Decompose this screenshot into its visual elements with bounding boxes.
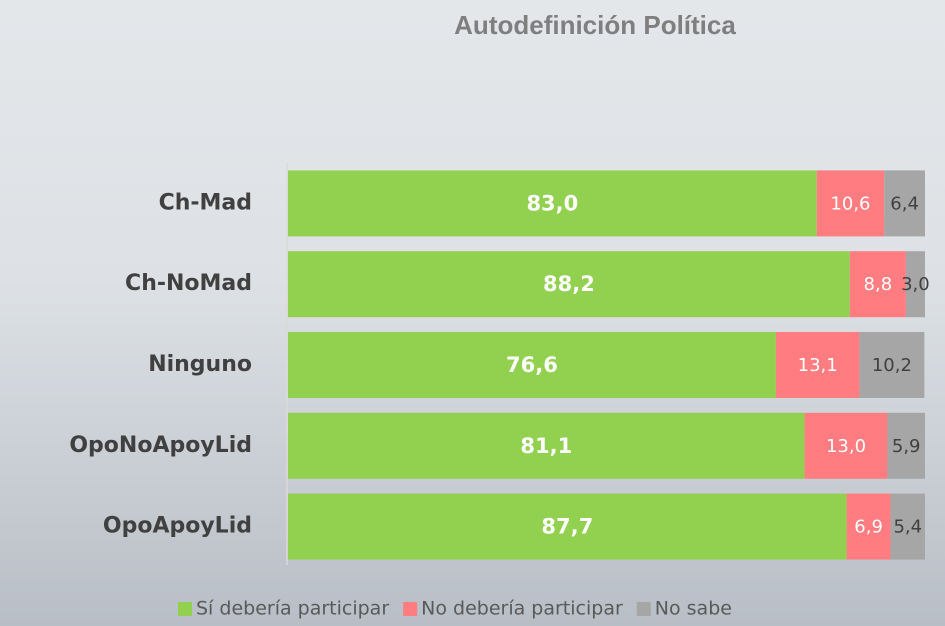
legend-label: No sabe	[655, 598, 732, 620]
data-label: 13,0	[826, 436, 866, 457]
bar-segment	[887, 412, 925, 479]
bar-segment	[288, 251, 850, 318]
bar-segment	[816, 170, 885, 237]
bar-segment	[288, 412, 805, 479]
data-label: 13,1	[798, 355, 838, 376]
y-tick-label: Ninguno	[148, 352, 252, 377]
y-tick-label: OpoNoApoyLid	[69, 433, 252, 458]
data-label: 8,8	[864, 274, 893, 295]
legend-label: No debería participar	[421, 598, 623, 620]
legend-swatch	[403, 602, 418, 616]
data-label: 88,2	[543, 272, 595, 296]
data-label: 10,6	[830, 193, 870, 214]
bar-segment	[849, 251, 906, 318]
data-label: 87,7	[541, 515, 593, 539]
bar-segment	[905, 251, 925, 318]
y-tick-label: Ch-NoMad	[125, 271, 252, 296]
bar-segment	[288, 332, 776, 398]
bar-segment	[846, 493, 891, 560]
y-tick-label: OpoApoyLid	[103, 514, 252, 539]
data-label: 10,2	[872, 355, 912, 376]
data-label: 5,4	[893, 517, 922, 538]
data-label: 83,0	[526, 191, 578, 215]
bar-segment	[890, 493, 925, 560]
bar-segment	[288, 493, 847, 560]
data-label: 6,9	[854, 517, 883, 538]
bar-segment	[884, 170, 925, 237]
data-label: 76,6	[506, 353, 558, 377]
data-label: 81,1	[520, 434, 572, 458]
bar-segment	[775, 332, 860, 398]
y-tick-label: Ch-Mad	[159, 190, 252, 215]
legend-swatch	[178, 602, 192, 616]
legend-label: Sí debería participar	[196, 598, 389, 620]
data-label: 5,9	[892, 436, 921, 457]
chart-title: Autodefinición Política	[454, 10, 736, 40]
legend-swatch	[636, 602, 651, 616]
bar-segment	[804, 412, 888, 479]
data-label: 3,0	[901, 274, 930, 295]
bar-segment	[288, 170, 817, 237]
bar-segment	[859, 332, 925, 398]
data-label: 6,4	[890, 193, 919, 214]
